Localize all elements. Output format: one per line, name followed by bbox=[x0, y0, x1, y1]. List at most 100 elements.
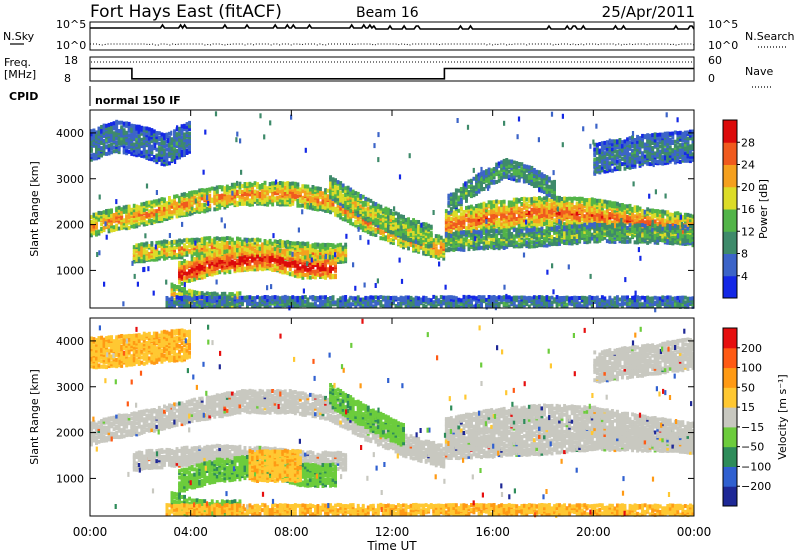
range-gate-cell bbox=[492, 227, 496, 232]
range-gate-cell bbox=[97, 229, 101, 234]
range-gate-cell bbox=[135, 257, 139, 262]
range-gate-cell bbox=[666, 212, 670, 217]
range-gate-cell bbox=[510, 232, 514, 236]
range-gate-cell bbox=[666, 218, 670, 223]
range-gate-cell bbox=[200, 196, 204, 201]
noise-tick-low-right: 10^0 bbox=[708, 39, 738, 52]
range-gate-cell bbox=[190, 266, 194, 271]
range-gate-cell bbox=[568, 223, 572, 227]
range-gate-cell bbox=[200, 243, 204, 248]
range-gate-cell bbox=[225, 243, 229, 248]
range-gate-cell bbox=[173, 209, 176, 214]
range-gate-cell bbox=[296, 244, 300, 249]
range-gate-cell bbox=[261, 262, 264, 267]
range-gate-cell bbox=[195, 196, 199, 201]
range-gate-cell bbox=[309, 265, 312, 270]
range-gate-cell bbox=[683, 227, 687, 231]
noise-panel-frame bbox=[89, 21, 695, 51]
range-gate-cell bbox=[220, 264, 224, 269]
range-gate-cell bbox=[497, 170, 501, 175]
range-gate-cell bbox=[125, 207, 129, 212]
range-gate-cell bbox=[550, 193, 554, 198]
range-gate-cell bbox=[527, 197, 531, 202]
range-gate-cell bbox=[407, 246, 410, 251]
range-gate-cell bbox=[303, 192, 307, 197]
range-gate-cell bbox=[329, 191, 332, 196]
range-gate-cell bbox=[298, 187, 302, 192]
range-gate-cell bbox=[613, 218, 617, 223]
range-gate-cell bbox=[673, 211, 677, 216]
range-gate-cell bbox=[319, 204, 322, 209]
range-gate-cell bbox=[515, 202, 519, 207]
range-gate-cell bbox=[301, 275, 305, 280]
range-gate-cell bbox=[215, 185, 219, 190]
range-gate-cell bbox=[102, 220, 106, 225]
range-gate-cell bbox=[210, 265, 214, 270]
range-gate-cell bbox=[585, 206, 589, 211]
range-gate-cell bbox=[140, 259, 144, 264]
range-gate-cell bbox=[573, 223, 577, 228]
range-gate-cell bbox=[105, 213, 108, 218]
range-gate-cell bbox=[215, 249, 219, 254]
range-gate-cell bbox=[263, 202, 267, 207]
range-gate-cell bbox=[472, 193, 476, 198]
range-gate-cell bbox=[190, 206, 194, 211]
range-gate-cell bbox=[530, 213, 534, 218]
range-gate-cell bbox=[195, 253, 199, 258]
range-gate-cell bbox=[152, 215, 156, 220]
range-gate-cell bbox=[140, 202, 144, 207]
range-gate-cell bbox=[145, 256, 149, 261]
range-gate-cell bbox=[92, 229, 96, 234]
range-gate-cell bbox=[263, 248, 267, 252]
range-gate-cell bbox=[276, 182, 280, 186]
range-gate-cell bbox=[512, 234, 516, 239]
range-gate-cell bbox=[208, 251, 212, 256]
range-gate-cell bbox=[198, 274, 202, 278]
range-gate-cell bbox=[354, 219, 358, 224]
range-gate-cell bbox=[673, 224, 677, 228]
range-gate-cell bbox=[200, 202, 204, 207]
range-gate-cell bbox=[452, 231, 456, 236]
range-gate-cell bbox=[180, 196, 184, 201]
range-gate-cell bbox=[331, 207, 335, 212]
range-gate-cell bbox=[384, 235, 388, 240]
range-gate-cell bbox=[414, 247, 418, 251]
range-gate-cell bbox=[258, 264, 262, 269]
range-gate-cell bbox=[309, 271, 312, 275]
range-gate-cell bbox=[457, 188, 461, 193]
range-gate-cell bbox=[543, 229, 546, 234]
range-gate-cell bbox=[334, 263, 337, 268]
range-gate-cell bbox=[522, 196, 526, 201]
range-gate-cell bbox=[266, 202, 270, 207]
range-gate-cell bbox=[490, 168, 494, 173]
range-gate-cell bbox=[248, 192, 252, 197]
range-gate-cell bbox=[127, 218, 131, 223]
range-gate-cell bbox=[188, 278, 191, 283]
range-gate-cell bbox=[203, 236, 207, 241]
range-gate-cell bbox=[613, 224, 617, 229]
range-gate-cell bbox=[527, 221, 531, 226]
range-gate-cell bbox=[563, 215, 566, 220]
range-gate-cell bbox=[233, 190, 237, 195]
range-gate-cell bbox=[595, 201, 599, 206]
range-gate-cell bbox=[668, 221, 672, 226]
range-gate-cell bbox=[623, 223, 627, 228]
range-gate-cell bbox=[218, 264, 222, 269]
range-gate-cell bbox=[321, 195, 325, 200]
range-gate-cell bbox=[175, 209, 179, 213]
range-gate-cell bbox=[492, 222, 496, 227]
range-gate-cell bbox=[236, 260, 239, 265]
range-gate-cell bbox=[228, 201, 232, 206]
range-gate-cell bbox=[268, 255, 272, 260]
range-gate-cell bbox=[522, 218, 526, 223]
range-gate-cell bbox=[215, 266, 219, 271]
range-gate-cell bbox=[127, 212, 131, 217]
range-gate-cell bbox=[208, 267, 212, 272]
range-gate-cell bbox=[218, 242, 222, 247]
range-gate-cell bbox=[477, 224, 481, 229]
range-gate-cell bbox=[548, 176, 551, 181]
range-gate-cell bbox=[152, 209, 156, 214]
range-gate-cell bbox=[173, 291, 176, 296]
range-gate-cell bbox=[603, 219, 607, 224]
range-gate-cell bbox=[558, 225, 561, 230]
